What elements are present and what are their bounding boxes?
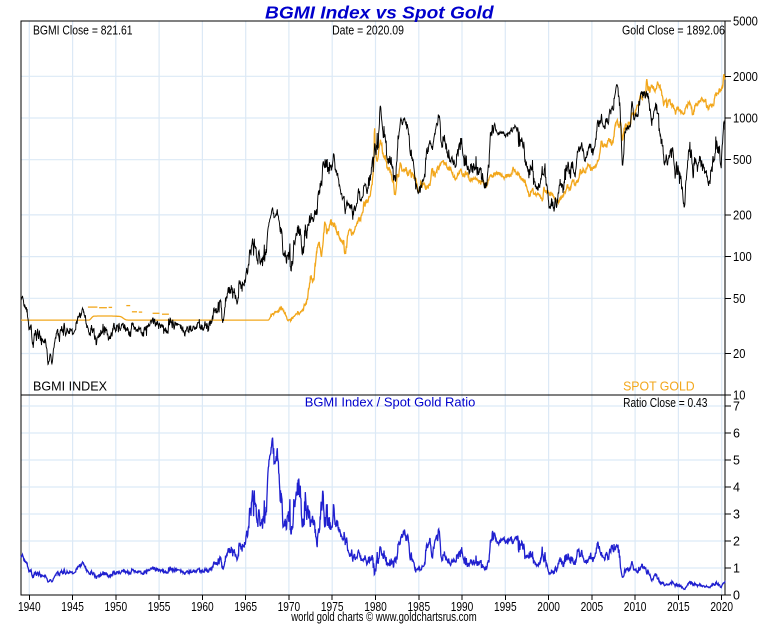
svg-text:2: 2 (733, 535, 740, 549)
svg-text:1950: 1950 (105, 600, 128, 614)
svg-text:1965: 1965 (234, 600, 257, 614)
svg-text:world gold charts © www.goldch: world gold charts © www.goldchartsrus.co… (290, 610, 476, 624)
svg-text:1990: 1990 (451, 600, 474, 614)
svg-text:3: 3 (733, 508, 740, 522)
svg-text:7: 7 (733, 400, 740, 414)
svg-text:BGMI Index / Spot Gold Ratio: BGMI Index / Spot Gold Ratio (305, 395, 476, 410)
svg-text:2015: 2015 (667, 600, 690, 614)
svg-text:Ratio Close = 0.43: Ratio Close = 0.43 (623, 395, 707, 410)
svg-text:200: 200 (733, 208, 752, 222)
svg-text:5000: 5000 (733, 15, 758, 29)
svg-text:50: 50 (733, 292, 745, 306)
svg-text:BGMI Index vs Spot Gold: BGMI Index vs Spot Gold (265, 3, 494, 23)
svg-text:4: 4 (733, 481, 740, 495)
svg-text:10: 10 (733, 389, 745, 403)
svg-text:1970: 1970 (278, 600, 301, 614)
svg-text:2005: 2005 (581, 600, 604, 614)
svg-text:BGMI Close = 821.61: BGMI Close = 821.61 (33, 23, 133, 38)
svg-text:Date = 2020.09: Date = 2020.09 (332, 23, 404, 38)
svg-text:1940: 1940 (18, 600, 41, 614)
svg-text:Gold Close = 1892.06: Gold Close = 1892.06 (622, 23, 725, 38)
svg-text:1: 1 (733, 562, 740, 576)
svg-text:2010: 2010 (624, 600, 647, 614)
svg-text:SPOT GOLD: SPOT GOLD (623, 378, 695, 393)
svg-text:1995: 1995 (494, 600, 517, 614)
svg-text:2000: 2000 (537, 600, 560, 614)
svg-text:2000: 2000 (733, 70, 758, 84)
svg-text:500: 500 (733, 153, 752, 167)
svg-text:BGMI INDEX: BGMI INDEX (33, 379, 107, 394)
svg-text:1945: 1945 (61, 600, 84, 614)
svg-text:1955: 1955 (148, 600, 171, 614)
svg-text:1000: 1000 (733, 112, 758, 126)
svg-text:1985: 1985 (408, 600, 431, 614)
svg-text:20: 20 (733, 347, 745, 361)
svg-text:100: 100 (733, 250, 752, 264)
svg-text:6: 6 (733, 427, 740, 441)
svg-text:1960: 1960 (191, 600, 214, 614)
svg-text:1975: 1975 (321, 600, 344, 614)
svg-text:0: 0 (733, 589, 740, 603)
svg-text:2020: 2020 (710, 600, 733, 614)
svg-text:1980: 1980 (364, 600, 387, 614)
svg-text:5: 5 (733, 454, 740, 468)
